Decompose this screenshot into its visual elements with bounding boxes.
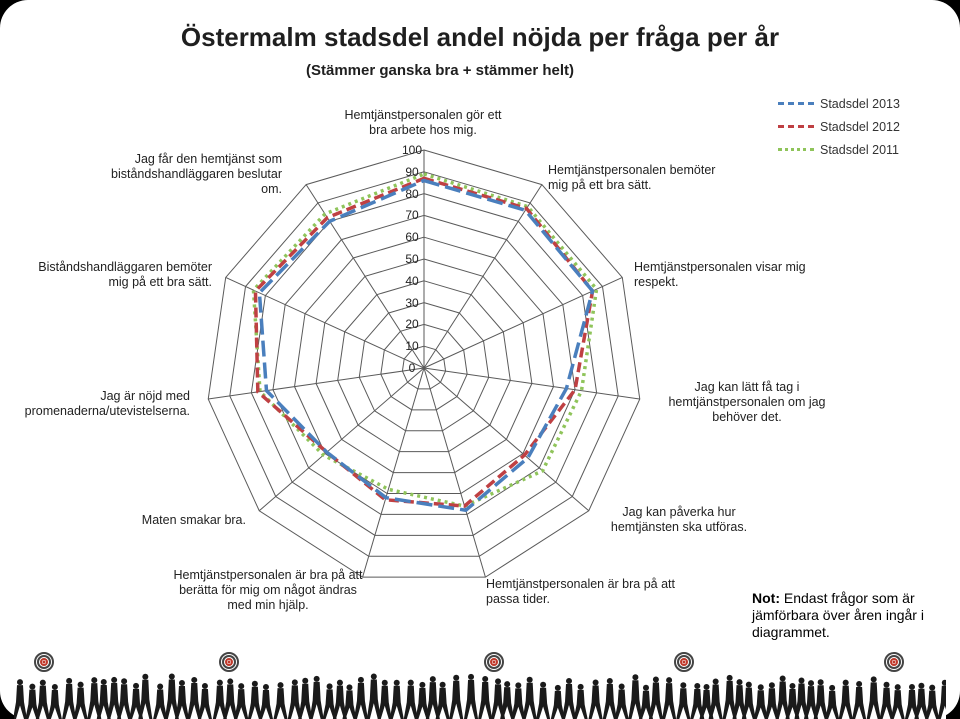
axis-label-0: Hemtjänstpersonalen gör ett bra arbete h… — [344, 108, 502, 137]
axis-label-4: Jag kan påverka hur hemtjänsten ska utfö… — [610, 505, 748, 534]
grid-spoke-3 — [423, 367, 640, 400]
tick-label-50: 50 — [405, 252, 419, 266]
axis-label-2: Hemtjänstpersonalen visar mig respekt. — [634, 260, 806, 289]
grid-ring-90 — [229, 171, 619, 557]
grid-spoke-7 — [258, 367, 425, 512]
series-line-stadsdel-2011 — [251, 172, 599, 508]
tick-label-60: 60 — [405, 230, 419, 245]
grid-spoke-2 — [423, 276, 623, 369]
tick-label-30: 30 — [405, 295, 419, 310]
axis-label-5: Hemtjänstpersonalen är bra på att passa … — [486, 577, 675, 606]
axis-label-3: Jag kan lätt få tag i hemtjänstpersonale… — [668, 380, 826, 424]
grid-ring-40 — [337, 280, 511, 453]
grid-ring-60 — [294, 236, 554, 495]
grid-spoke-8 — [208, 367, 425, 400]
legend-item-2012: Stadsdel 2012 — [778, 115, 900, 138]
axis-label-1: Hemtjänstpersonalen bemöter mig på ett b… — [548, 163, 716, 192]
tick-label-10: 10 — [405, 339, 419, 354]
tick-label-100: 100 — [401, 143, 423, 157]
tick-label-80: 80 — [405, 186, 419, 201]
grid-spoke-5 — [423, 367, 486, 578]
series-line-stadsdel-2013 — [257, 178, 595, 512]
grid-spoke-9 — [225, 276, 425, 369]
radar-series — [251, 172, 599, 512]
chart-title: Östermalm stadsdel andel nöjda per fråga… — [180, 22, 780, 52]
chart-legend: Stadsdel 2013 Stadsdel 2012 Stadsdel 201… — [778, 92, 900, 161]
legend-label-2012: Stadsdel 2012 — [820, 119, 900, 134]
chart-subtitle: (Stämmer ganska bra + stämmer helt) — [305, 62, 575, 79]
legend-swatch-2013 — [778, 102, 814, 105]
tick-label-70: 70 — [405, 208, 419, 223]
axis-label-8: Jag är nöjd med promenaderna/utevistelse… — [24, 389, 190, 418]
tick-label-0: 0 — [408, 361, 416, 375]
legend-label-2011: Stadsdel 2011 — [820, 142, 899, 157]
walking-people-banner-icon — [14, 648, 946, 719]
grid-spoke-6 — [362, 367, 425, 578]
footnote-text: Endast frågor som är jämförbara över åre… — [752, 590, 924, 640]
grid-ring-50 — [315, 258, 533, 474]
radar-grid — [207, 149, 641, 578]
legend-swatch-2011 — [778, 148, 814, 151]
legend-label-2013: Stadsdel 2013 — [820, 96, 900, 111]
grid-ring-20 — [380, 323, 468, 411]
grid-spoke-1 — [423, 184, 543, 369]
grid-spoke-4 — [423, 367, 590, 512]
grid-ring-30 — [358, 302, 490, 432]
tick-label-90: 90 — [405, 164, 419, 179]
axis-label-7: Maten smakar bra. — [141, 513, 246, 527]
legend-swatch-2012 — [778, 125, 814, 128]
legend-item-2011: Stadsdel 2011 — [778, 138, 900, 161]
grid-ring-70 — [272, 214, 576, 515]
tick-label-20: 20 — [405, 317, 419, 332]
axis-label-9: Biståndshandläggaren bemöter mig på ett … — [38, 260, 212, 289]
legend-item-2013: Stadsdel 2013 — [778, 92, 900, 115]
footnote: Not: Endast frågor som är jämförbara öve… — [752, 590, 952, 641]
footnote-prefix: Not: — [752, 590, 780, 606]
grid-ring-80 — [250, 193, 598, 536]
tick-label-40: 40 — [405, 273, 419, 288]
grid-ring-100 — [207, 149, 641, 578]
axis-label-10: Jag får den hemtjänst som biståndshandlä… — [111, 152, 282, 196]
grid-ring-10 — [401, 345, 447, 390]
axis-label-6: Hemtjänstpersonalen är bra på att berätt… — [173, 568, 363, 612]
